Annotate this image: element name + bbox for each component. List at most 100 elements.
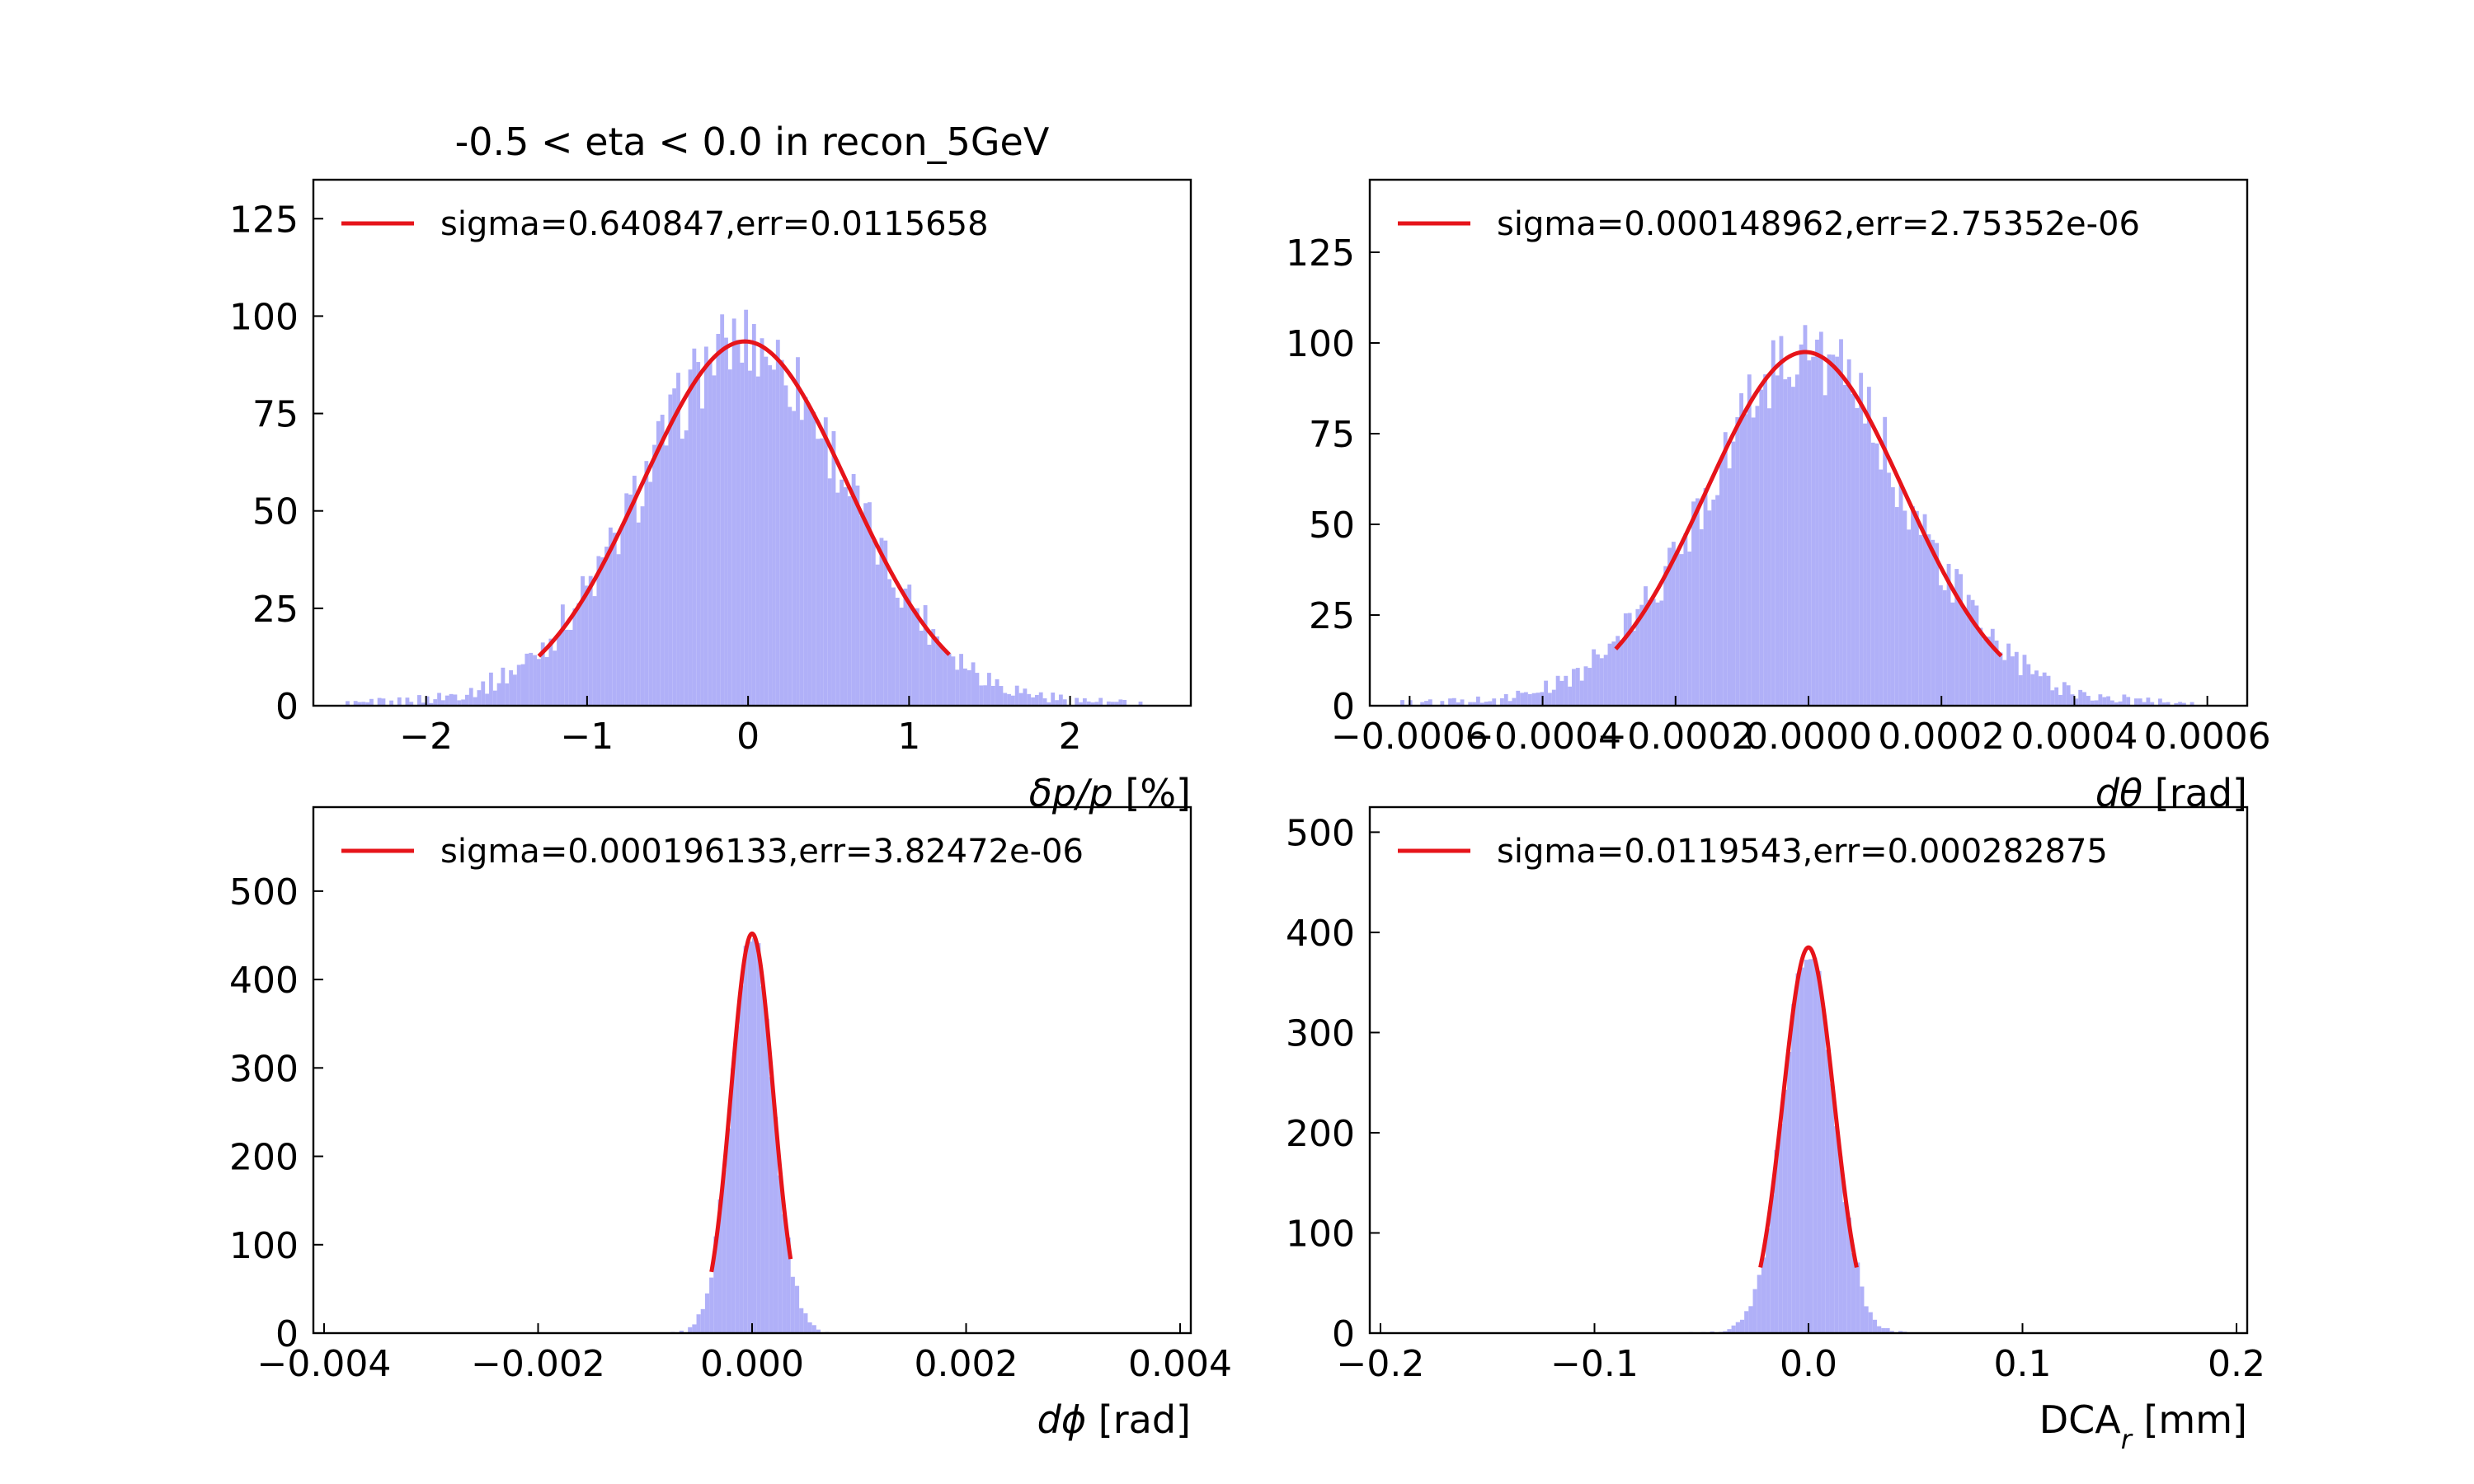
histogram-bar (786, 1237, 791, 1333)
histogram-bar (1047, 702, 1051, 706)
histogram-bar (632, 476, 637, 706)
histogram-bar (1118, 699, 1123, 706)
histogram-bar (1860, 1286, 1865, 1333)
histogram-bar (688, 369, 693, 706)
histogram-bar (1667, 547, 1672, 706)
histogram-bar (840, 479, 844, 706)
histogram-bar (2114, 702, 2119, 706)
histogram-bar (1808, 959, 1813, 1333)
histogram-bar (713, 1236, 718, 1333)
histogram-bar (477, 690, 482, 706)
histogram-bar (1799, 967, 1804, 1333)
histogram-bar (1051, 693, 1056, 706)
histogram-bar (1743, 414, 1747, 706)
histogram-bar (1587, 668, 1592, 706)
histogram-bar (1807, 360, 1812, 706)
histogram-bar (1938, 585, 1943, 706)
histogram-bar (1042, 698, 1047, 706)
histogram-bar (2189, 702, 2194, 706)
histogram-bar (1451, 697, 1456, 706)
histogram-bar (717, 1199, 722, 1333)
histogram-bar (664, 445, 669, 706)
histogram-bar (1825, 1050, 1830, 1333)
histogram-bar (907, 585, 912, 706)
histogram-bar (983, 685, 987, 706)
y-tick-label: 50 (252, 491, 299, 533)
histogram-bar (1926, 534, 1931, 706)
histogram-bar (1846, 359, 1851, 706)
histogram-bar (1950, 602, 1955, 706)
fit-curve (709, 931, 793, 1273)
y-tick-label: 75 (252, 394, 299, 436)
histogram-bar (1472, 702, 1476, 706)
histogram-bar (1536, 693, 1540, 706)
histogram-bar (397, 697, 402, 706)
histogram-bar (357, 702, 362, 706)
histogram-bar (1839, 339, 1843, 706)
histogram-bar (1739, 1319, 1745, 1333)
fit-curve (1758, 945, 1859, 1268)
histogram-bar (1631, 631, 1636, 706)
legend-label: sigma=0.000196133,err=3.82472e-06 (440, 833, 1084, 871)
histogram-bar (2182, 702, 2186, 706)
histogram-bar (1492, 698, 1497, 706)
histogram-bar (887, 579, 892, 706)
histogram-bar (2098, 694, 2103, 706)
histogram-bar (488, 672, 493, 706)
histogram-bar (346, 701, 350, 706)
histogram-bar (668, 394, 673, 706)
histogram-bar (1866, 387, 1871, 706)
histogram-bar (1795, 973, 1800, 1333)
histogram-bar (1616, 636, 1620, 706)
histogram-bar (979, 685, 984, 706)
y-tick-label: 200 (229, 1137, 299, 1179)
histogram-bar (726, 1128, 731, 1333)
histogram-bar (851, 473, 856, 706)
histogram-bar (1759, 389, 1764, 706)
histogram-bar (444, 695, 449, 706)
histogram-bar (1122, 700, 1127, 706)
histogram-bar (540, 642, 545, 706)
histogram-bar (1098, 697, 1103, 706)
histogram-bar (2161, 702, 2166, 706)
x-tick-label: 0.002 (915, 1343, 1018, 1385)
histogram-bar (692, 1324, 697, 1333)
histogram-bar (939, 646, 943, 706)
y-tick-label: 300 (1286, 1012, 1355, 1054)
x-tick-label: 2 (1059, 716, 1082, 758)
histogram-bar (672, 388, 677, 706)
histogram-bar (727, 369, 732, 706)
histogram-bar (389, 700, 394, 706)
histogram-bar (1739, 392, 1744, 706)
histogram-bar (883, 540, 888, 706)
x-tick-label: −0.002 (471, 1343, 605, 1385)
histogram-bar (779, 359, 784, 706)
histogram-bar (1831, 355, 1836, 706)
histogram-bar (2109, 700, 2114, 706)
histogram-bar (1783, 379, 1788, 706)
histogram-bar (2042, 672, 2047, 706)
histogram-bar (955, 669, 960, 706)
histogram-bar (811, 411, 816, 706)
histogram-bar (1863, 423, 1867, 706)
histogram-bar (1898, 483, 1903, 706)
histogram-bar (676, 373, 680, 706)
histogram-bar (1094, 702, 1099, 706)
panel-3: −0.004 −0.002 0.000 0.002 0.004 0 100 200 300 400… (229, 805, 1232, 1442)
x-tick-label: 0.0004 (2011, 716, 2138, 758)
histogram-bar (2054, 687, 2059, 706)
histogram-bar (747, 942, 752, 1333)
histogram-bar (652, 444, 656, 706)
histogram-bar (792, 411, 797, 706)
histogram-bar (708, 362, 713, 706)
histogram-bar (1499, 698, 1504, 706)
histogram-bar (775, 340, 780, 706)
histogram-bar (1942, 589, 1947, 706)
histogram-bar (919, 630, 924, 706)
y-tick-label: 75 (1309, 414, 1355, 456)
histogram-bar (2090, 700, 2095, 706)
y-tick-label: 300 (229, 1048, 299, 1090)
histogram-bar (1877, 1326, 1882, 1333)
histogram-bar (1748, 1306, 1753, 1333)
